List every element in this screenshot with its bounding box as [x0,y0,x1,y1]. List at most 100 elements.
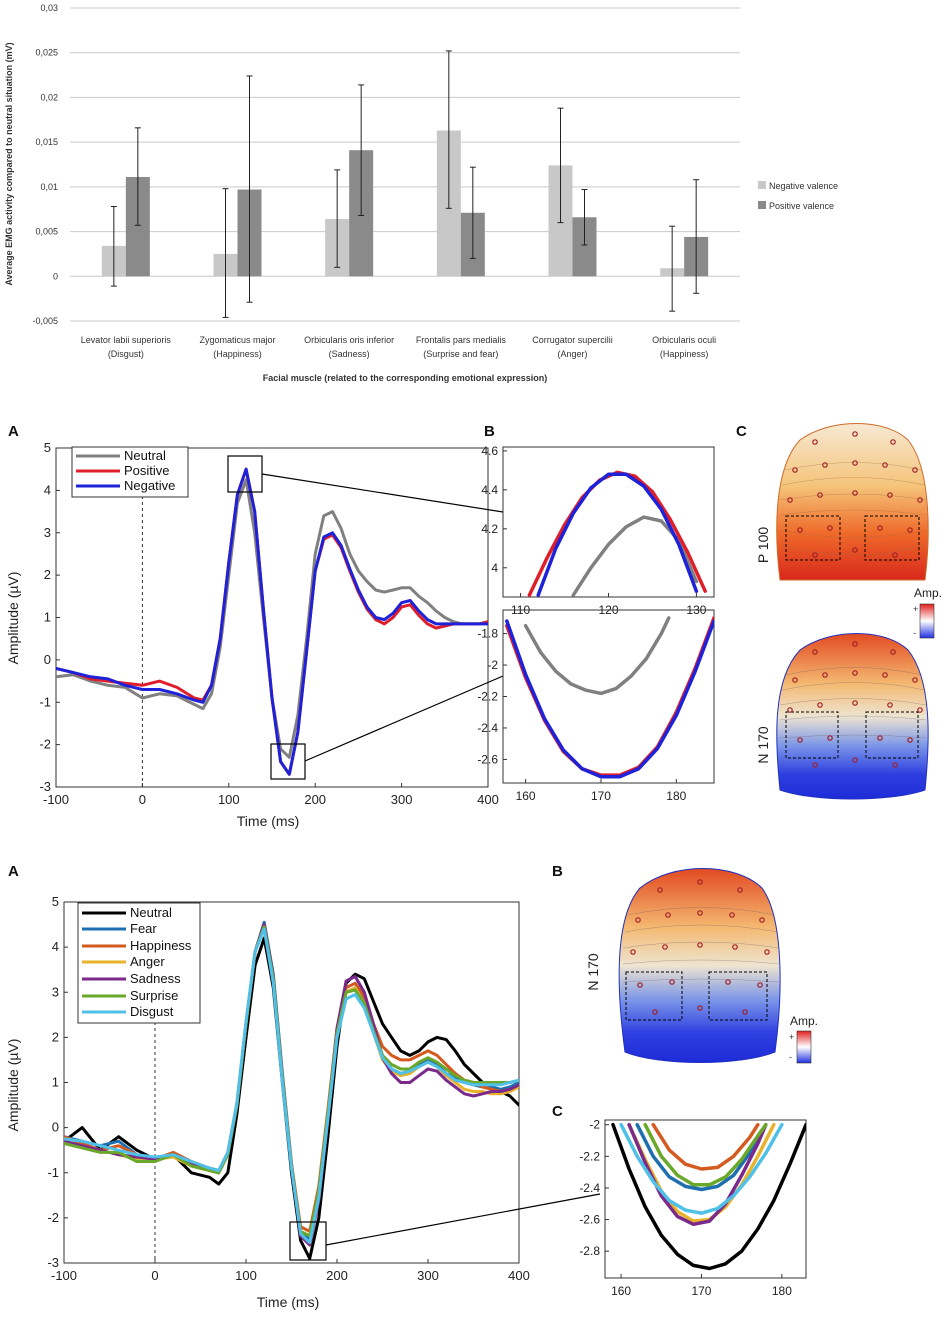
y-tick-label: 1 [52,1075,59,1090]
series-line-positive [527,470,707,597]
y-tick-label: 4.4 [481,483,498,497]
y-tick-label: -2.2 [579,1149,600,1163]
erp3-xlabel: Time (ms) [257,1294,319,1310]
x-tick-label: 0 [139,792,146,807]
legend-positive: Positive [124,463,170,478]
y-tick-label: -1 [47,1165,59,1180]
x-tick-label: 160 [611,1284,631,1298]
plot-frame [502,446,715,598]
x-tick-label: 170 [591,789,611,803]
y-tick-label: -3 [39,779,51,794]
series-line-surprise [643,1122,768,1187]
legend-swatch-negative-valence [758,181,766,189]
bar-ytick-label: 0,005 [35,227,58,237]
legend3-sadness: Sadness [130,971,181,986]
panel-label-b: B [484,423,495,440]
bar-ytick-label: 0,02 [40,92,58,102]
erp3-legend: Neutral Fear Happiness Anger Sadness Sur… [77,902,201,1024]
topomap-n170: N 170 [755,633,929,800]
y-tick-label: 4 [44,482,51,497]
x-tick-label: 200 [304,792,326,807]
series-line-disgust [64,927,519,1245]
y-tick-label: 0 [52,1120,59,1135]
amp-colorbar-2: Amp. + - [789,1014,818,1064]
x-tick-label: 300 [417,1268,439,1283]
bar-chart-ylabel: Average EMG activity compared to neutral… [4,42,14,285]
y-tick-label: -1.8 [477,627,498,641]
erp3-ylabel: Amplitude (µV) [5,1039,21,1132]
bar-ytick-label: 0 [53,271,58,281]
y-tick-label: 2 [44,567,51,582]
bar-category-sublabel: (Disgust) [108,349,144,359]
bar-ytick-label: 0,015 [35,137,58,147]
x-tick-label: 400 [508,1268,530,1283]
zoom-chart-emotions: 160 170 180 -2 -2.2 -2.4 -2.6 -2.8 [579,1118,807,1298]
x-tick-label: 100 [235,1268,257,1283]
bar-chart-xlabel: Facial muscle (related to the correspond… [263,373,548,383]
x-tick-label: 300 [391,792,413,807]
y-tick-label: -3 [47,1255,59,1270]
bar-category-label: Levator labii superioris [81,335,172,345]
series-line-neutral [571,515,699,597]
x-tick-label: -100 [43,792,69,807]
y-tick-label: 3 [44,525,51,540]
y-tick-label: 3 [52,984,59,999]
x-tick-label: 400 [477,792,499,807]
amp-plus-2: + [789,1032,794,1042]
bar-category-sublabel: (Surprise and fear) [423,349,498,359]
topo-label-p100: P 100 [755,527,771,564]
y-tick-label: -2.2 [477,690,498,704]
y-tick-label: -2.6 [477,752,498,766]
bar-category-sublabel: (Anger) [557,349,587,359]
erp2-xlabel: Time (ms) [237,813,299,829]
x-tick-label: 100 [218,792,240,807]
series-line-fear [635,1122,768,1192]
legend-swatch-positive-valence [758,201,766,209]
series-line-neutral [611,1122,806,1271]
bar-category-sublabel: (Happiness) [213,349,262,359]
amp-minus-1: - [913,628,916,638]
bar-chart-legend: Negative valence Positive valence [758,181,838,211]
x-tick-label: 180 [772,1284,792,1298]
x-tick-label: 170 [691,1284,711,1298]
amp-label-2: Amp. [790,1014,818,1028]
y-tick-label: 4 [52,939,59,954]
y-tick-label: -2 [589,1118,600,1132]
series-line-positive [56,467,488,776]
bar-category-label: Zygomaticus major [199,335,275,345]
y-tick-label: -2 [487,658,498,672]
y-tick-label: 4.6 [481,444,498,458]
bar-ytick-label: 0,01 [40,182,58,192]
legend3-fear: Fear [130,921,157,936]
legend-label-negative-valence: Negative valence [769,181,838,191]
series-line-neutral [523,616,671,696]
y-tick-label: 5 [52,894,59,909]
y-tick-label: 1 [44,610,51,625]
bar-category-sublabel: (Happiness) [660,349,709,359]
panel-label-c-3: C [552,1103,563,1120]
y-tick-label: -2 [47,1210,59,1225]
zoom-indicators-2 [227,455,504,780]
bar-category-sublabel: (Sadness) [329,349,370,359]
series-line-disgust [619,1122,784,1215]
y-tick-label: -2.4 [477,721,498,735]
plot-frame [604,1119,807,1279]
y-tick-label: -2.4 [579,1181,600,1195]
bar-category-label: Orbicularis oculi [652,335,716,345]
topomap-p100: P 100 [755,423,929,581]
series-line-neutral [64,936,519,1260]
series-line-negative [505,619,714,779]
legend-neutral: Neutral [124,448,166,463]
bar-category-label: Orbicularis oris inferior [304,335,394,345]
legend-label-positive-valence: Positive valence [769,201,834,211]
erp-chart-valence: -100 0 100 200 300 400 -3 -2 -1 0 1 2 3 4 5 [39,440,498,807]
y-tick-label: -1 [39,694,51,709]
x-tick-label: 180 [666,789,686,803]
panel-label-b-3: B [552,863,563,880]
erp2-ylabel: Amplitude (µV) [5,572,21,665]
amp-label-1: Amp. [914,586,942,600]
x-tick-label: -100 [51,1268,77,1283]
y-tick-label: -2.8 [579,1244,600,1258]
